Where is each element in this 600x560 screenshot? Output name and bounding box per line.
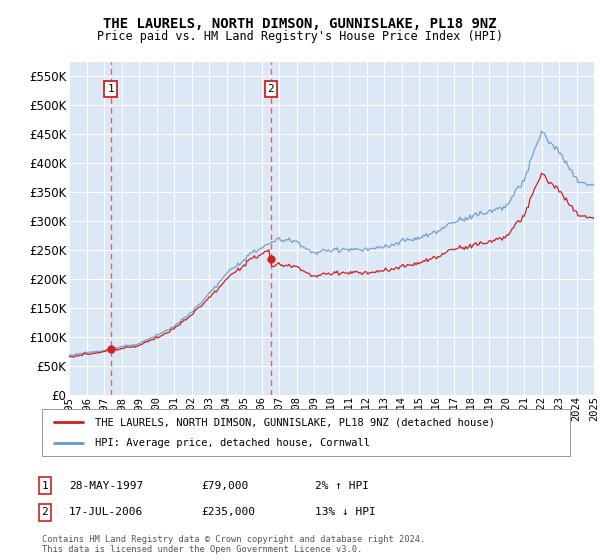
Text: HPI: Average price, detached house, Cornwall: HPI: Average price, detached house, Corn… [95, 438, 370, 448]
Text: 1: 1 [41, 480, 49, 491]
Text: 2: 2 [41, 507, 49, 517]
Text: £79,000: £79,000 [201, 480, 248, 491]
Text: THE LAURELS, NORTH DIMSON, GUNNISLAKE, PL18 9NZ (detached house): THE LAURELS, NORTH DIMSON, GUNNISLAKE, P… [95, 417, 495, 427]
Text: 2: 2 [268, 84, 274, 94]
Text: Contains HM Land Registry data © Crown copyright and database right 2024.
This d: Contains HM Land Registry data © Crown c… [42, 535, 425, 554]
Text: 17-JUL-2006: 17-JUL-2006 [69, 507, 143, 517]
Text: Price paid vs. HM Land Registry's House Price Index (HPI): Price paid vs. HM Land Registry's House … [97, 30, 503, 43]
Text: 1: 1 [107, 84, 114, 94]
Text: 28-MAY-1997: 28-MAY-1997 [69, 480, 143, 491]
Text: £235,000: £235,000 [201, 507, 255, 517]
Text: THE LAURELS, NORTH DIMSON, GUNNISLAKE, PL18 9NZ: THE LAURELS, NORTH DIMSON, GUNNISLAKE, P… [103, 17, 497, 31]
Text: 2% ↑ HPI: 2% ↑ HPI [315, 480, 369, 491]
Text: 13% ↓ HPI: 13% ↓ HPI [315, 507, 376, 517]
